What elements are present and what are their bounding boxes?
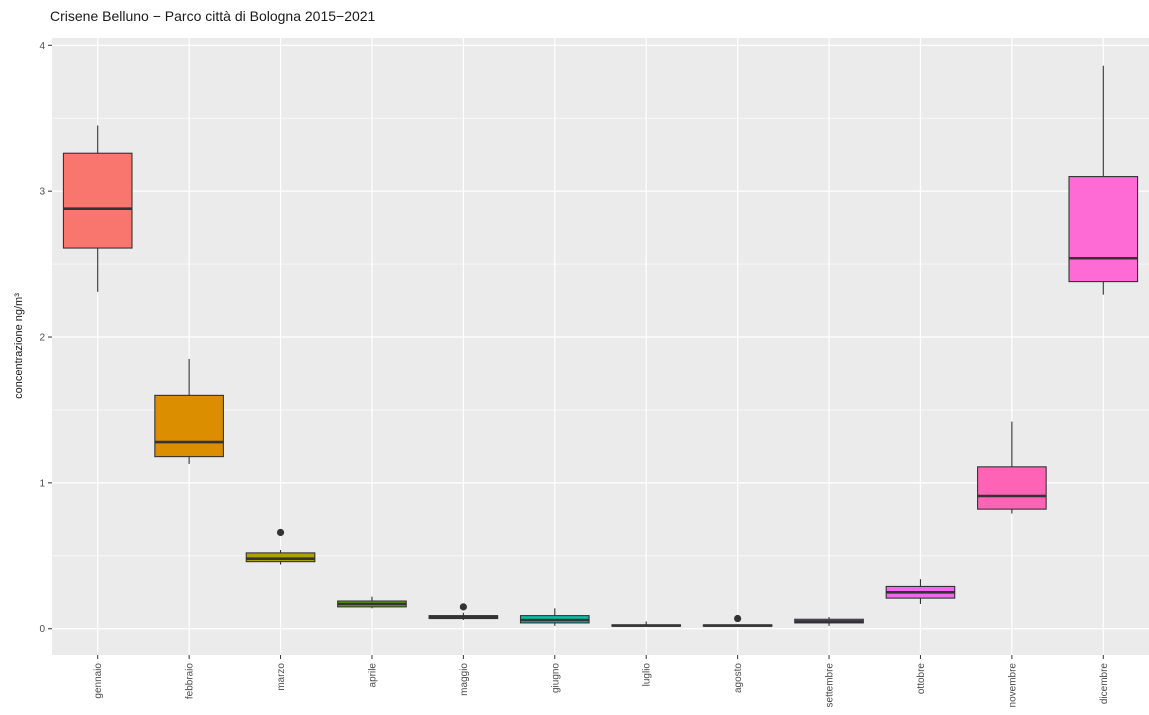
outlier-point	[276, 528, 285, 537]
y-axis: 0 1 2 3 4	[39, 41, 52, 635]
box-maggio	[428, 603, 499, 620]
outlier-point	[459, 603, 467, 611]
box-febbraio	[154, 358, 224, 464]
box-iqr	[154, 394, 224, 458]
y-tick-label: 4	[39, 41, 45, 52]
box-iqr	[1068, 176, 1139, 283]
box-giugno	[519, 608, 590, 626]
box-ottobre	[885, 579, 956, 604]
chart-title: Crisene Belluno − Parco città di Bologna…	[50, 8, 376, 24]
plot-panel	[52, 38, 1149, 655]
x-tick-label: maggio	[459, 663, 470, 696]
x-tick-label: ottobre	[916, 663, 927, 695]
y-axis-title: concentrazione ng/m³	[13, 293, 25, 399]
box-settembre	[794, 617, 864, 626]
outlier-point	[734, 614, 742, 623]
box-luglio	[611, 621, 682, 627]
x-tick-label: novembre	[1007, 663, 1018, 708]
box-marzo	[245, 528, 316, 565]
boxes	[62, 65, 1139, 627]
box-iqr	[977, 466, 1047, 510]
x-tick-label: agosto	[733, 663, 744, 693]
box-dicembre	[1068, 65, 1139, 295]
x-tick-label: gennaio	[93, 663, 104, 699]
y-tick-label: 3	[39, 187, 45, 198]
box-aprile	[337, 596, 407, 609]
y-tick-label: 2	[39, 333, 45, 344]
x-tick-label: giugno	[550, 663, 561, 693]
box-iqr	[62, 152, 133, 249]
x-tick-label: aprile	[367, 663, 378, 688]
box-iqr	[245, 552, 316, 563]
x-axis: gennaio febbraio marzo aprile maggio giugno lu…	[93, 655, 1110, 707]
box-agosto	[702, 614, 773, 627]
x-tick-label: luglio	[642, 663, 653, 687]
y-tick-label: 1	[39, 478, 45, 489]
x-tick-label: marzo	[276, 663, 287, 691]
box-gennaio	[62, 125, 133, 292]
x-tick-label: febbraio	[185, 663, 196, 700]
x-tick-label: settembre	[825, 663, 836, 708]
x-tick-label: dicembre	[1099, 663, 1110, 705]
y-tick-label: 0	[39, 624, 45, 635]
box-novembre	[977, 421, 1047, 514]
